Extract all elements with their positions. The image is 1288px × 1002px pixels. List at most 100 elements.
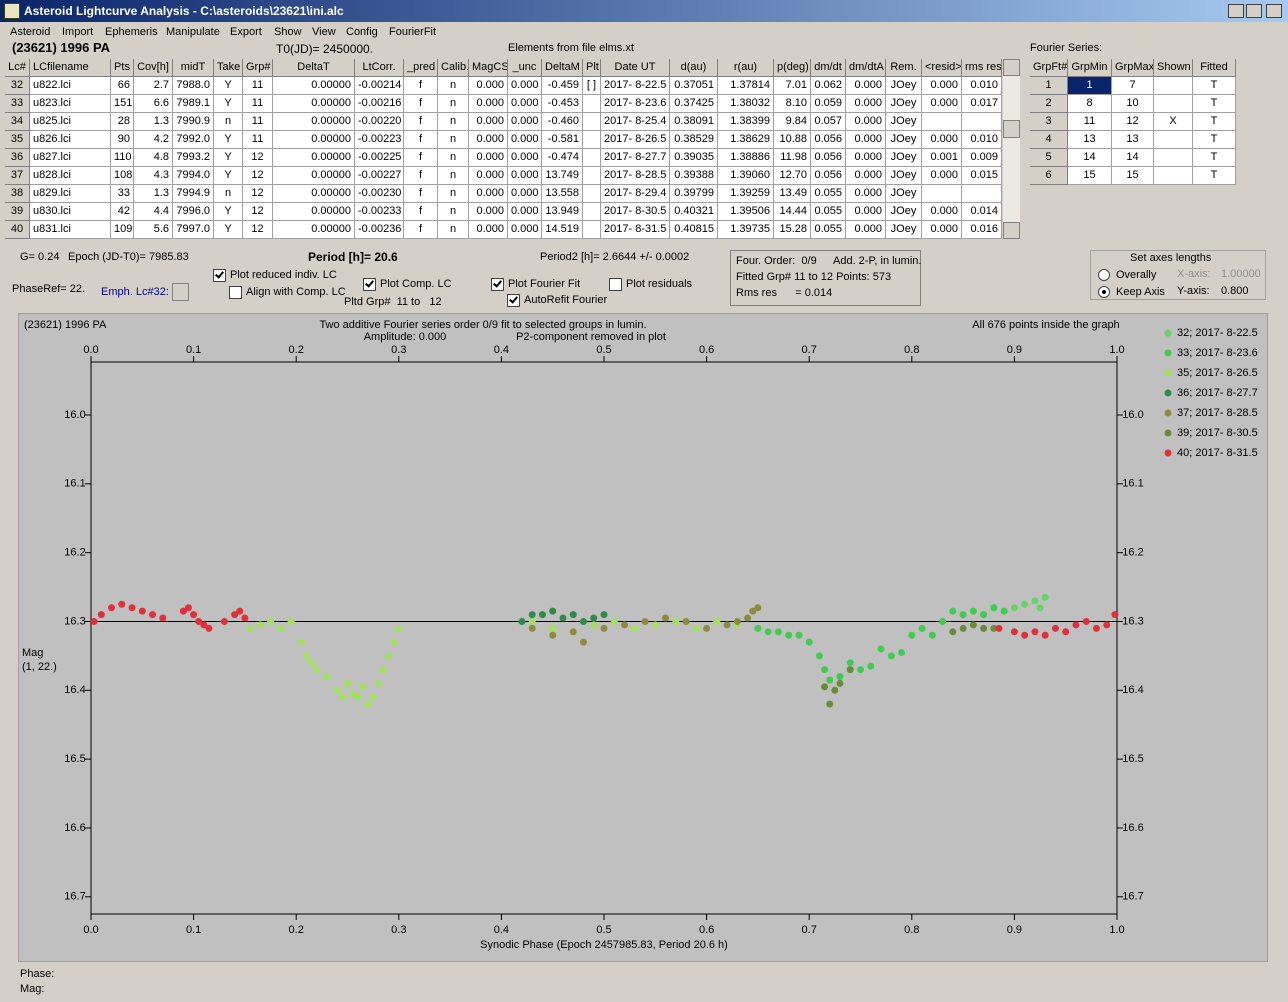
table-cell[interactable]: 0.000 <box>922 95 962 113</box>
table-cell[interactable]: 2017- 8-31.5 <box>601 221 670 239</box>
fourier-cell[interactable]: 4 <box>1030 131 1068 149</box>
table-cell[interactable] <box>922 185 962 203</box>
table-cell[interactable]: 4.2 <box>134 131 173 149</box>
table-cell[interactable]: Y <box>214 131 243 149</box>
table-cell[interactable]: 2017- 8-30.5 <box>601 203 670 221</box>
table-cell[interactable]: 0.00000 <box>273 131 355 149</box>
table-cell[interactable]: f <box>404 77 438 95</box>
fourier-cell[interactable]: T <box>1193 95 1236 113</box>
table-cell[interactable]: JOey <box>886 203 922 221</box>
table-cell[interactable]: n <box>438 203 469 221</box>
fourier-cell[interactable]: 6 <box>1030 167 1068 185</box>
menu-item[interactable]: Ephemeris <box>105 26 158 38</box>
table-cell[interactable]: 4.4 <box>134 203 173 221</box>
fourier-cell[interactable]: 10 <box>1112 95 1154 113</box>
table-cell[interactable]: 0.055 <box>811 221 846 239</box>
fourier-cell[interactable] <box>1154 95 1193 113</box>
checkbox-label[interactable]: Plot reduced indiv. LC <box>230 269 337 281</box>
table-cell[interactable]: 5.6 <box>134 221 173 239</box>
table-cell[interactable]: 0.000 <box>508 221 542 239</box>
scroll-down[interactable] <box>1003 222 1020 239</box>
table-cell[interactable] <box>583 185 601 203</box>
table-cell[interactable]: 0.000 <box>922 221 962 239</box>
table-cell[interactable]: 7993.2 <box>173 149 214 167</box>
table-cell[interactable]: 33 <box>111 185 134 203</box>
table-cell[interactable]: 0.001 <box>922 149 962 167</box>
table-cell[interactable]: 40 <box>5 221 30 239</box>
table-cell[interactable]: 12 <box>243 167 273 185</box>
fourier-cell[interactable]: T <box>1193 77 1236 95</box>
table-cell[interactable]: u828.lci <box>30 167 111 185</box>
table-cell[interactable]: 0.056 <box>811 167 846 185</box>
table-cell[interactable]: 0.057 <box>811 113 846 131</box>
table-cell[interactable]: 1.37814 <box>718 77 774 95</box>
table-cell[interactable]: f <box>404 221 438 239</box>
table-cell[interactable]: 2017- 8-28.5 <box>601 167 670 185</box>
table-cell[interactable]: 11.98 <box>774 149 811 167</box>
table-cell[interactable]: -0.00225 <box>355 149 404 167</box>
table-cell[interactable]: u825.lci <box>30 113 111 131</box>
table-cell[interactable]: 4.3 <box>134 167 173 185</box>
table-cell[interactable]: 0.055 <box>811 203 846 221</box>
checkbox-label[interactable]: Plot Comp. LC <box>380 278 452 290</box>
window-button[interactable] <box>1266 4 1282 18</box>
checkbox-label[interactable]: AutoRefit Fourier <box>524 294 608 306</box>
table-cell[interactable]: 8.10 <box>774 95 811 113</box>
fourier-cell[interactable]: T <box>1193 113 1236 131</box>
table-cell[interactable]: 0.056 <box>811 131 846 149</box>
table-cell[interactable]: f <box>404 149 438 167</box>
table-cell[interactable]: [ ] <box>583 77 601 95</box>
checkbox-label[interactable]: Plot residuals <box>626 278 693 290</box>
table-cell[interactable]: JOey <box>886 221 922 239</box>
table-cell[interactable]: 33 <box>5 95 30 113</box>
table-cell[interactable]: -0.460 <box>542 113 583 131</box>
table-cell[interactable]: 0.000 <box>846 167 886 185</box>
fourier-cell[interactable]: 14 <box>1068 149 1112 167</box>
table-cell[interactable]: 0.000 <box>469 221 508 239</box>
table-cell[interactable]: n <box>438 77 469 95</box>
table-cell[interactable]: JOey <box>886 185 922 203</box>
table-cell[interactable]: JOey <box>886 95 922 113</box>
table-cell[interactable]: n <box>214 185 243 203</box>
checkbox[interactable] <box>213 269 226 282</box>
table-cell[interactable]: 0.37051 <box>670 77 718 95</box>
table-cell[interactable]: 0.010 <box>962 77 1002 95</box>
fourier-cell[interactable]: 8 <box>1068 95 1112 113</box>
table-cell[interactable] <box>583 221 601 239</box>
fourier-cell[interactable]: X <box>1154 113 1193 131</box>
table-cell[interactable]: u827.lci <box>30 149 111 167</box>
fourier-cell[interactable]: 1 <box>1030 77 1068 95</box>
menu-item[interactable]: Export <box>230 26 262 38</box>
table-cell[interactable]: f <box>404 203 438 221</box>
table-cell[interactable]: 1.38399 <box>718 113 774 131</box>
table-cell[interactable] <box>583 113 601 131</box>
table-cell[interactable]: 7992.0 <box>173 131 214 149</box>
table-cell[interactable]: 108 <box>111 167 134 185</box>
fourier-cell[interactable] <box>1154 77 1193 95</box>
table-cell[interactable]: 7.01 <box>774 77 811 95</box>
table-cell[interactable]: f <box>404 185 438 203</box>
table-cell[interactable]: 2017- 8-27.7 <box>601 149 670 167</box>
table-cell[interactable]: f <box>404 167 438 185</box>
table-cell[interactable]: 2017- 8-26.5 <box>601 131 670 149</box>
table-cell[interactable]: 0.00000 <box>273 77 355 95</box>
table-cell[interactable]: 0.010 <box>962 131 1002 149</box>
table-cell[interactable]: -0.00220 <box>355 113 404 131</box>
table-cell[interactable]: 2017- 8-22.5 <box>601 77 670 95</box>
table-cell[interactable]: n <box>438 113 469 131</box>
table-cell[interactable]: -0.453 <box>542 95 583 113</box>
table-cell[interactable]: 12 <box>243 185 273 203</box>
table-cell[interactable]: Y <box>214 203 243 221</box>
radio[interactable] <box>1098 286 1110 298</box>
fourier-cell[interactable] <box>1154 167 1193 185</box>
table-cell[interactable]: 0.00000 <box>273 221 355 239</box>
table-cell[interactable]: 7994.0 <box>173 167 214 185</box>
window-button[interactable] <box>1246 4 1262 18</box>
menu-item[interactable]: Import <box>62 26 94 38</box>
table-cell[interactable]: 0.000 <box>508 95 542 113</box>
table-cell[interactable]: 28 <box>111 113 134 131</box>
table-cell[interactable]: 0.39799 <box>670 185 718 203</box>
scroll-up[interactable] <box>1003 59 1020 76</box>
table-cell[interactable]: 39 <box>5 203 30 221</box>
fourier-cell[interactable]: 13 <box>1112 131 1154 149</box>
